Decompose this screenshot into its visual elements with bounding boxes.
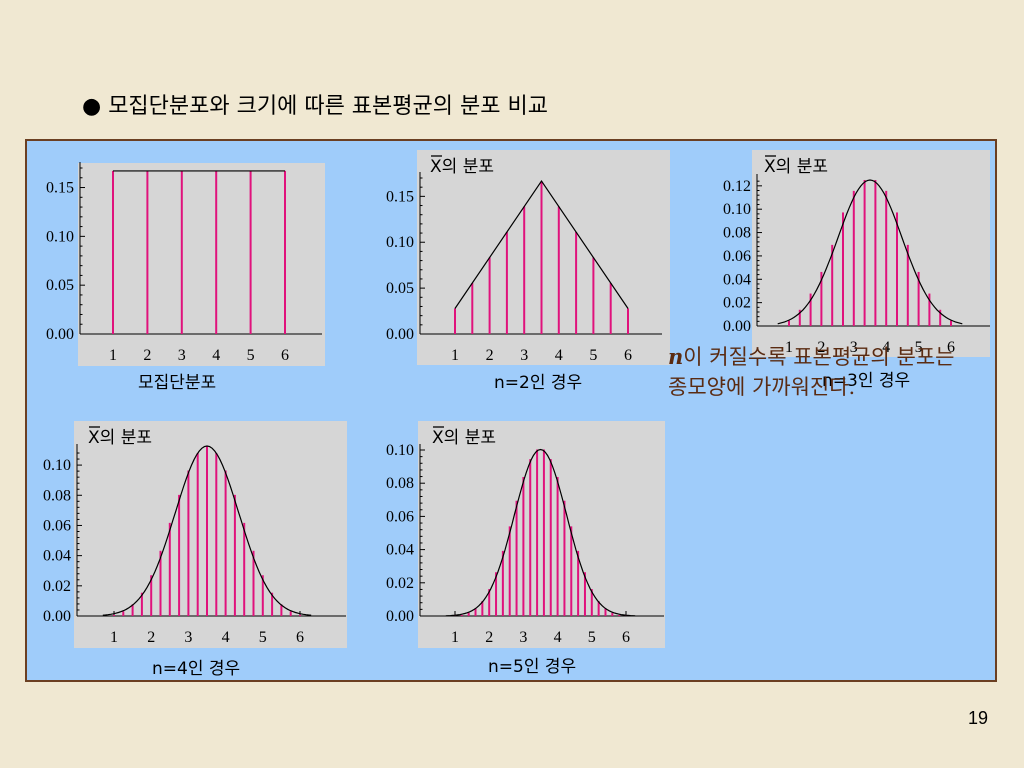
x-tick-label: 2 [147, 629, 155, 646]
y-tick-label: 0.06 [43, 517, 71, 534]
chart-title: X의 분포 [764, 157, 828, 177]
caption-n5: n=5인 경우 [488, 657, 577, 677]
x-tick-label: 5 [589, 347, 597, 364]
y-tick-label: 0.10 [723, 201, 751, 218]
x-tick-label: 3 [519, 629, 527, 646]
chart-n2: 0.00 0.05 0.10 0.15 1 2 3 4 5 6 X의 분포 [386, 150, 670, 365]
x-tick-label: 6 [281, 347, 289, 364]
y-tick-label: 0.10 [386, 234, 414, 251]
x-tick-label: 3 [850, 339, 858, 356]
chart-title: X의 분포 [430, 157, 494, 177]
conclusion-note: n이 커질수록 표본평균의 분포는 종모양에 가까워진다. [668, 342, 968, 402]
plot-background [74, 421, 347, 648]
caption-n4: n=4인 경우 [152, 659, 241, 679]
x-tick-label: 2 [143, 347, 151, 364]
x-tick-label: 2 [485, 629, 493, 646]
chart-n5: 0.00 0.02 0.04 0.06 0.08 0.10 1 2 3 4 5 6 X의 분포 [386, 421, 665, 648]
x-tick-label: 1 [109, 347, 117, 364]
x-tick-label: 2 [817, 339, 825, 356]
x-tick-label: 4 [222, 629, 230, 646]
y-tick-label: 0.00 [386, 608, 414, 625]
caption-n2: n=2인 경우 [494, 373, 583, 393]
x-tick-label: 6 [947, 339, 955, 356]
y-tick-label: 0.04 [386, 542, 414, 559]
y-tick-label: 0.08 [43, 487, 71, 504]
x-tick-label: 3 [184, 629, 192, 646]
x-tick-label: 5 [588, 629, 596, 646]
y-tick-label: 0.04 [723, 271, 751, 288]
x-tick-label: 4 [212, 347, 220, 364]
page-number: 19 [968, 708, 989, 728]
y-tick-label: 0.00 [46, 326, 74, 343]
y-tick-label: 0.02 [43, 578, 71, 595]
plot-background [418, 421, 665, 648]
x-tick-label: 5 [247, 347, 255, 364]
y-tick-label: 0.05 [46, 277, 74, 294]
caption-population: 모집단분포 [138, 373, 217, 393]
y-tick-label: 0.02 [386, 575, 414, 592]
y-tick-label: 0.00 [386, 326, 414, 343]
chart-title: X의 분포 [432, 428, 496, 448]
x-tick-label: 3 [520, 347, 528, 364]
x-tick-label: 1 [451, 347, 459, 364]
distribution-curve [454, 179, 629, 309]
y-tick-label: 0.10 [386, 442, 414, 459]
x-tick-label: 5 [259, 629, 267, 646]
distribution-curve [102, 445, 312, 616]
note-text: 이 커질수록 표본평균의 분포는 종모양에 가까워진다. [668, 345, 955, 399]
x-tick-label: 6 [622, 629, 630, 646]
y-tick-label: 0.12 [723, 178, 751, 195]
chart-title: X의 분포 [88, 428, 152, 448]
y-tick-label: 0.15 [46, 180, 74, 197]
y-tick-label: 0.15 [386, 188, 414, 205]
x-tick-label: 4 [555, 347, 563, 364]
note-symbol: n [668, 344, 684, 369]
x-tick-label: 6 [296, 629, 304, 646]
distribution-curve [777, 179, 963, 325]
x-tick-label: 3 [178, 347, 186, 364]
y-tick-label: 0.08 [723, 225, 751, 242]
chart-n4: 0.00 0.02 0.04 0.06 0.08 0.10 1 2 3 4 5 6 X의 분포 [43, 421, 347, 648]
y-tick-label: 0.02 [723, 295, 751, 312]
x-tick-label: 1 [110, 629, 118, 646]
chart-n3: 0.00 0.02 0.04 0.06 0.08 0.10 0.12 1 2 3 4 5 6 X의 분포 [723, 150, 990, 357]
x-tick-label: 4 [882, 339, 890, 356]
y-tick-label: 0.08 [386, 475, 414, 492]
y-tick-label: 0.10 [43, 457, 71, 474]
slide-heading: ● 모집단분포와 크기에 따른 표본평균의 분포 비교 [82, 94, 548, 119]
x-tick-label: 6 [624, 347, 632, 364]
x-tick-label: 4 [554, 629, 562, 646]
y-tick-label: 0.10 [46, 228, 74, 245]
caption-n3: n=3인 경우 [822, 371, 911, 391]
plot-background [78, 163, 325, 366]
x-tick-label: 5 [915, 339, 923, 356]
y-tick-label: 0.00 [723, 318, 751, 335]
y-tick-label: 0.00 [43, 608, 71, 625]
x-tick-label: 2 [486, 347, 494, 364]
y-tick-label: 0.04 [43, 548, 71, 565]
x-tick-label: 1 [785, 339, 793, 356]
chart-population: 0.00 0.05 0.10 0.15 1 2 3 4 5 6 [46, 162, 325, 366]
x-tick-label: 1 [451, 629, 459, 646]
y-tick-label: 0.06 [386, 508, 414, 525]
y-tick-label: 0.06 [723, 248, 751, 265]
distribution-curve [445, 448, 636, 617]
y-tick-label: 0.05 [386, 280, 414, 297]
